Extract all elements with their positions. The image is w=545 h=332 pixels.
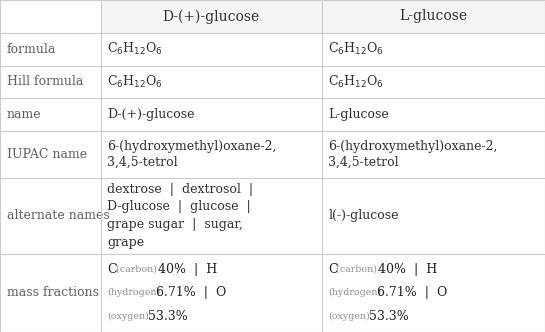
Text: (carbon): (carbon) [113, 265, 157, 274]
Text: mass fractions: mass fractions [7, 287, 99, 299]
Text: (hydrogen): (hydrogen) [328, 289, 381, 297]
Text: L-glucose: L-glucose [399, 9, 468, 23]
Text: 6-(hydroxymethyl)oxane-2,
3,4,5-tetrol: 6-(hydroxymethyl)oxane-2, 3,4,5-tetrol [328, 140, 498, 168]
Text: C$_6$H$_{12}$O$_6$: C$_6$H$_{12}$O$_6$ [328, 41, 384, 57]
Bar [101, 0, 322, 33]
Text: (oxygen): (oxygen) [107, 312, 149, 321]
Text: name: name [7, 108, 41, 121]
Text: C$_6$H$_{12}$O$_6$: C$_6$H$_{12}$O$_6$ [107, 41, 163, 57]
Text: C$_6$H$_{12}$O$_6$: C$_6$H$_{12}$O$_6$ [328, 74, 384, 90]
Text: 6.71%  |  O: 6.71% | O [369, 287, 447, 299]
Text: 53.3%: 53.3% [140, 310, 188, 323]
Text: (hydrogen): (hydrogen) [107, 289, 161, 297]
Text: 6-(hydroxymethyl)oxane-2,
3,4,5-tetrol: 6-(hydroxymethyl)oxane-2, 3,4,5-tetrol [107, 140, 277, 168]
Text: 53.3%: 53.3% [361, 310, 409, 323]
Text: 40%  |  H: 40% | H [150, 263, 217, 276]
Text: C$_6$H$_{12}$O$_6$: C$_6$H$_{12}$O$_6$ [107, 74, 163, 90]
Text: C: C [107, 263, 117, 276]
Text: Hill formula: Hill formula [7, 75, 83, 88]
Text: (oxygen): (oxygen) [328, 312, 370, 321]
Text: D-(+)-glucose: D-(+)-glucose [107, 108, 195, 121]
Text: grape: grape [107, 236, 144, 249]
Text: l(-)-glucose: l(-)-glucose [328, 209, 398, 222]
Text: grape sugar  |  sugar,: grape sugar | sugar, [107, 218, 243, 231]
Text: alternate names: alternate names [7, 209, 110, 222]
Text: C: C [328, 263, 338, 276]
Text: D-(+)-glucose: D-(+)-glucose [162, 9, 260, 24]
Text: IUPAC name: IUPAC name [7, 148, 87, 161]
Text: 6.71%  |  O: 6.71% | O [148, 287, 227, 299]
Text: (carbon): (carbon) [334, 265, 378, 274]
Text: dextrose  |  dextrosol  |: dextrose | dextrosol | [107, 183, 253, 196]
Text: formula: formula [7, 42, 56, 56]
Bar [322, 0, 545, 33]
Text: 40%  |  H: 40% | H [371, 263, 438, 276]
Text: L-glucose: L-glucose [328, 108, 389, 121]
Text: D-glucose  |  glucose  |: D-glucose | glucose | [107, 200, 251, 213]
